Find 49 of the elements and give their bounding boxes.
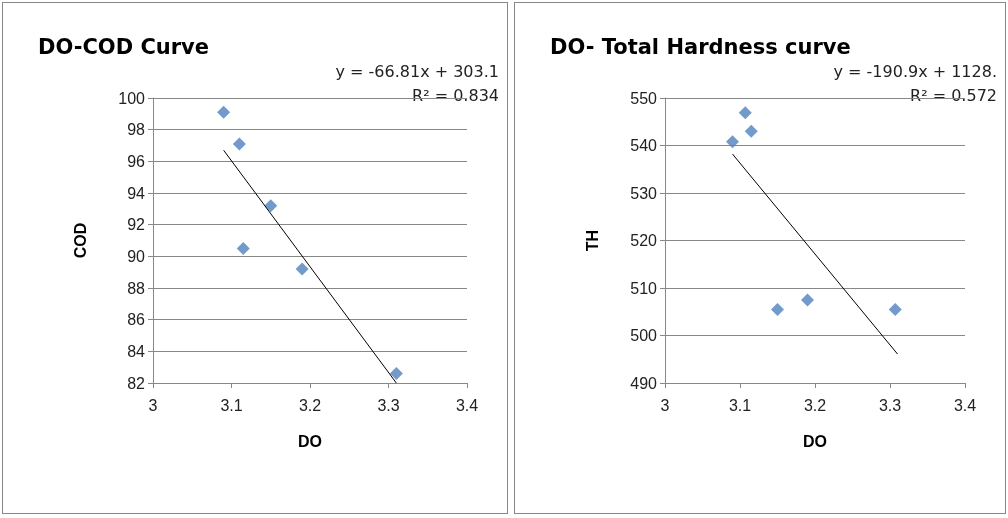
x-tick-label: 3.4 xyxy=(953,396,977,414)
x-tick-label: 3.4 xyxy=(455,396,479,414)
y-tick-label: 92 xyxy=(127,216,146,234)
y-tick-label: 84 xyxy=(127,342,146,360)
text: y = -66.81x + 303.1 xyxy=(335,61,499,81)
y-tick-label: 500 xyxy=(630,327,658,344)
point xyxy=(801,293,814,307)
point xyxy=(295,262,309,276)
x-tick-label: 3 xyxy=(660,396,670,414)
x-axis-title: DO xyxy=(298,432,322,450)
point xyxy=(771,302,784,316)
chart-title: DO- Total Hardness curve xyxy=(550,34,851,59)
point xyxy=(726,135,739,149)
x-tick-label: 3 xyxy=(148,396,158,414)
y-tick-label: 530 xyxy=(630,184,658,202)
y-tick-label: 94 xyxy=(127,184,146,202)
annotation: R² = 0.834 xyxy=(412,85,499,105)
y-tick-label: 100 xyxy=(118,89,146,107)
x-tick-label: 3.1 xyxy=(728,396,752,414)
y-tick-label: 98 xyxy=(127,121,146,139)
x-tick-label: 3.2 xyxy=(803,396,827,414)
y-tick-label: 540 xyxy=(630,137,658,154)
y-tick-label: 86 xyxy=(127,311,146,329)
y-tick-label: 82 xyxy=(127,374,146,392)
y-tick-label: 88 xyxy=(127,279,146,297)
point xyxy=(264,199,278,213)
y-tick-label: 520 xyxy=(630,232,658,249)
y-axis-title: COD xyxy=(71,222,89,259)
annotation: R² = 0.572 xyxy=(910,85,997,105)
point xyxy=(236,241,250,255)
y-tick-label: 490 xyxy=(630,374,658,392)
y-tick-label: 550 xyxy=(630,89,658,107)
point xyxy=(888,302,902,316)
point xyxy=(738,106,752,120)
point xyxy=(217,105,231,119)
point xyxy=(389,367,403,380)
y-axis-title: TH xyxy=(583,229,601,252)
x-tick-label: 3.2 xyxy=(298,396,322,414)
point xyxy=(744,124,758,138)
point xyxy=(232,137,246,151)
y-tick-label: 96 xyxy=(127,152,146,170)
y-tick-label: 90 xyxy=(127,247,146,265)
x-tick-label: 3.3 xyxy=(878,396,902,414)
x-tick-label: 3.3 xyxy=(377,396,400,414)
x-axis-title: DO xyxy=(803,432,827,450)
y-tick-label: 510 xyxy=(630,279,658,297)
text: y = -190.9x + 1128. xyxy=(833,61,997,81)
chart-title: DO-COD Curve xyxy=(38,34,210,59)
x-tick-label: 3.1 xyxy=(220,396,243,414)
